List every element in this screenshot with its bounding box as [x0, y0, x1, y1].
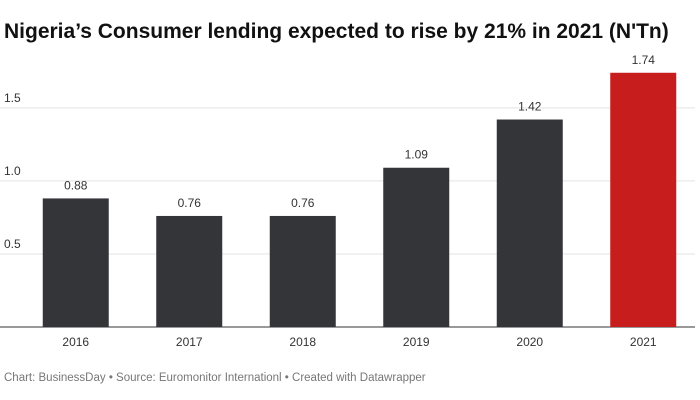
- x-tick-label: 2019: [403, 335, 430, 349]
- chart-title: Nigeria’s Consumer lending expected to r…: [4, 20, 669, 43]
- bar: [496, 119, 563, 328]
- bar: [42, 198, 109, 327]
- value-label: 1.74: [632, 53, 656, 67]
- value-label: 0.76: [178, 196, 202, 210]
- value-label: 0.76: [291, 196, 315, 210]
- x-tick-label: 2016: [62, 335, 89, 349]
- bar: [383, 167, 450, 327]
- value-label: 0.88: [64, 178, 88, 192]
- x-tick-label: 2021: [630, 335, 657, 349]
- bar: [156, 215, 223, 327]
- x-tick-label: 2017: [176, 335, 203, 349]
- x-tick-label: 2018: [289, 335, 316, 349]
- value-label: 1.42: [518, 100, 542, 114]
- x-tick-label: 2020: [516, 335, 543, 349]
- value-label: 1.09: [405, 148, 429, 162]
- bar: [269, 215, 336, 327]
- bar: [610, 72, 677, 328]
- chart-footer: Chart: BusinessDay • Source: Euromonitor…: [4, 372, 426, 384]
- y-tick-label: 1.0: [4, 164, 21, 178]
- y-tick-label: 0.5: [4, 237, 21, 251]
- y-tick-label: 1.5: [4, 91, 21, 105]
